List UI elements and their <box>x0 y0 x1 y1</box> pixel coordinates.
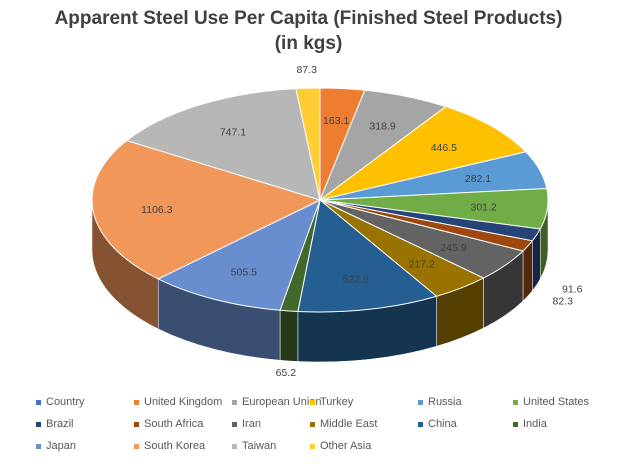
legend-label: Brazil <box>46 418 74 430</box>
legend-marker <box>134 421 139 427</box>
legend-item: China <box>418 418 457 430</box>
legend-item: European Union <box>232 396 322 408</box>
legend-item: Iran <box>232 418 261 430</box>
legend-marker <box>310 443 315 449</box>
legend-item: Taiwan <box>232 440 276 452</box>
pie-slice-taiwan[interactable] <box>125 88 321 201</box>
legend-item: Country <box>36 396 85 408</box>
pie-slice-other-asia[interactable] <box>295 87 321 201</box>
legend-marker <box>310 399 315 405</box>
legend-label: Country <box>46 396 85 408</box>
pie-slice-japan[interactable] <box>157 199 321 311</box>
chart-title: Apparent Steel Use Per Capita (Finished … <box>0 6 617 56</box>
data-label: 217.2 <box>409 258 435 270</box>
data-label: 1106.3 <box>141 204 172 216</box>
legend-label: Russia <box>428 396 462 408</box>
legend-label: Taiwan <box>242 440 277 452</box>
legend-marker <box>513 399 518 405</box>
legend-marker <box>232 421 237 427</box>
legend-label: United States <box>523 396 590 408</box>
legend-marker <box>36 399 41 405</box>
legend-label: Middle East <box>320 418 378 430</box>
chart-subtitle: (in kgs) <box>274 33 343 54</box>
legend-marker <box>232 443 237 449</box>
data-label: 82.3 <box>552 296 573 308</box>
legend-item: Japan <box>36 440 76 452</box>
legend-item: South Korea <box>134 440 205 452</box>
data-label: 747.1 <box>220 127 246 139</box>
legend-marker <box>418 399 423 405</box>
legend-label: European Union <box>242 396 322 408</box>
data-label: 505.5 <box>231 266 257 278</box>
legend-item: Russia <box>418 396 462 408</box>
legend-item: India <box>513 418 547 430</box>
legend-item: United States <box>513 396 589 408</box>
legend-label: Other Asia <box>320 440 372 452</box>
legend-label: China <box>428 418 457 430</box>
legend-item: Turkey <box>310 396 353 408</box>
legend-item: South Africa <box>134 418 203 430</box>
legend-label: Turkey <box>320 396 354 408</box>
data-label: 245.9 <box>440 242 466 254</box>
data-label: 522.8 <box>343 274 369 286</box>
data-label: 318.9 <box>369 120 395 132</box>
legend-label: South Korea <box>144 440 206 452</box>
data-label: 65.2 <box>276 367 297 379</box>
legend-label: Japan <box>46 440 76 452</box>
pie-slice-side-india <box>279 309 299 362</box>
legend-marker <box>418 421 423 427</box>
legend-marker <box>134 399 139 405</box>
legend-item: Other Asia <box>310 440 371 452</box>
legend-item: United Kingdom <box>134 396 222 408</box>
legend-label: India <box>523 418 547 430</box>
chart-title-line: Apparent Steel Use Per Capita (Finished … <box>54 8 563 29</box>
data-label: 301.2 <box>471 201 497 213</box>
legend-label: United Kingdom <box>144 396 223 408</box>
data-label: 91.6 <box>562 283 583 295</box>
legend-marker <box>36 421 41 427</box>
legend-item: Brazil <box>36 418 74 430</box>
legend-marker <box>232 399 237 405</box>
data-label: 446.5 <box>431 142 457 154</box>
pie-chart: 163.1 318.9 446.5 282.1 301.2 91.682.3 245.9 21… <box>91 64 583 379</box>
data-label: 87.3 <box>297 64 318 76</box>
pie-slice-china[interactable] <box>297 199 438 313</box>
legend-marker <box>513 421 518 427</box>
data-label: 282.1 <box>465 173 491 185</box>
legend-marker <box>310 421 315 427</box>
legend-item: Middle East <box>310 418 377 430</box>
legend-marker <box>36 443 41 449</box>
legend-label: Iran <box>242 418 261 430</box>
data-label: 163.1 <box>323 115 349 127</box>
legend-label: South Africa <box>144 418 204 430</box>
pie-slice-south-korea[interactable] <box>91 140 322 280</box>
pie-slice-turkey[interactable] <box>319 106 527 201</box>
legend-marker <box>134 443 139 449</box>
